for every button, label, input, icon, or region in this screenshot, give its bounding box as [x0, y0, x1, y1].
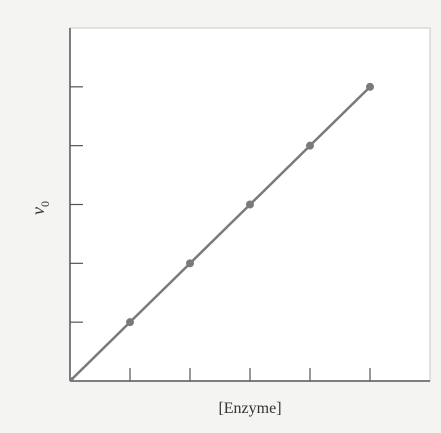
data-point [306, 141, 314, 150]
y-label-base: v [28, 207, 48, 215]
y-label-subscript: 0 [38, 201, 52, 207]
data-point [126, 318, 134, 327]
data-point [246, 200, 254, 209]
x-axis-label: [Enzyme] [218, 400, 281, 417]
data-point [70, 377, 74, 381]
data-point [366, 82, 374, 91]
data-point [186, 259, 194, 268]
data-line [70, 85, 371, 381]
y-axis-label: v0 [28, 201, 52, 215]
